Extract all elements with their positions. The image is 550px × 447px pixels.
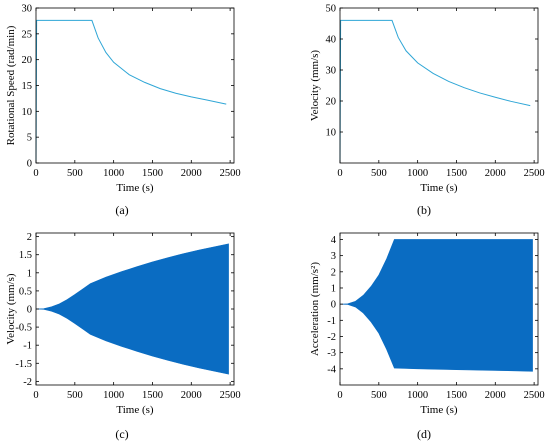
x-axis-label: Time (s) (116, 404, 154, 416)
x-tick-label: 0 (33, 390, 38, 401)
x-tick-label: 1000 (103, 390, 124, 401)
y-tick-label: -1 (23, 341, 32, 352)
x-axis-label: Time (s) (420, 182, 458, 194)
y-tick-label: 25 (22, 29, 33, 40)
x-tick-label: 2000 (181, 168, 202, 179)
series-line-a-0 (35, 19, 227, 164)
axes-box-a (35, 7, 235, 164)
panel-label: (a) (115, 203, 128, 217)
x-tick-label: 0 (33, 168, 38, 179)
panel-label: (b) (417, 203, 431, 217)
x-tick-label: 2000 (485, 168, 506, 179)
y-axis-label: Velocity (mm/s) (5, 273, 17, 345)
x-tick-label: 1500 (142, 390, 163, 401)
x-tick-label: 2500 (220, 168, 241, 179)
x-tick-label: 0 (337, 168, 342, 179)
signal-envelope-c (35, 243, 229, 375)
x-tick-label: 1500 (446, 390, 467, 401)
x-tick-label: 1500 (142, 168, 163, 179)
x-tick-label: 500 (371, 390, 387, 401)
y-tick-label: -4 (327, 364, 336, 375)
panel-c: 0 500 1000 1500 2000 2500 -2 -1.5 -1 -0.5 0 0.5 1 1.5… (5, 232, 241, 441)
y-axis-label: Velocity (mm/s) (309, 50, 321, 122)
x-tick-label: 500 (67, 390, 83, 401)
panel-label: (c) (115, 427, 128, 441)
x-tick-label: 1000 (103, 168, 124, 179)
axes-box-b (339, 7, 539, 164)
x-tick-label: 1000 (407, 168, 428, 179)
x-tick-label: 2000 (181, 390, 202, 401)
x-axis-label: Time (s) (116, 182, 154, 194)
axes-box-d (339, 232, 539, 386)
panel-b: 0 500 1000 1500 2000 2500 10 20 30 40 50 Time (s) Ve… (309, 4, 545, 218)
y-tick-label: -1.5 (15, 359, 32, 370)
y-tick-label: 1 (27, 268, 32, 279)
y-tick-label: -2 (23, 377, 32, 388)
series-line-b-0 (339, 19, 531, 164)
y-tick-label: -3 (327, 348, 336, 359)
y-tick-label: 2 (331, 267, 336, 278)
y-tick-label: -0.5 (15, 323, 32, 334)
y-tick-label: 30 (326, 66, 337, 77)
x-tick-label: 500 (67, 168, 83, 179)
y-tick-label: 30 (22, 4, 33, 15)
y-axis-label: Rotational Speed (rad/min) (5, 25, 17, 145)
x-tick-label: 2500 (220, 390, 241, 401)
y-tick-label: -1 (327, 316, 336, 327)
y-tick-label: 20 (326, 97, 337, 108)
x-tick-label: 2500 (524, 390, 545, 401)
y-tick-label: 0 (27, 159, 32, 170)
y-tick-label: 1.5 (19, 250, 32, 261)
x-axis-label: Time (s) (420, 404, 458, 416)
x-tick-label: 1000 (407, 390, 428, 401)
y-tick-label: 0.5 (19, 286, 32, 297)
y-tick-label: 5 (27, 133, 32, 144)
y-tick-label: 0 (331, 300, 336, 311)
y-tick-label: 50 (326, 4, 337, 15)
y-tick-label: 3 (331, 251, 336, 262)
y-tick-label: 10 (326, 128, 337, 139)
y-tick-label: 1 (331, 283, 336, 294)
x-tick-label: 0 (337, 390, 342, 401)
y-tick-label: 15 (22, 81, 33, 92)
x-tick-label: 500 (371, 168, 387, 179)
panel-d: 0 500 1000 1500 2000 2500 -4 -3 -2 -1 0 1 2 3 4 Time (s… (309, 232, 545, 441)
panel-a: 0 500 1000 1500 2000 2500 0 5 10 15 20 25 30 Time (s)… (5, 4, 241, 218)
y-tick-label: 20 (22, 55, 33, 66)
y-tick-label: 4 (331, 235, 337, 246)
panel-label: (d) (417, 427, 431, 441)
signal-envelope-d (339, 239, 533, 372)
y-tick-label: 10 (22, 107, 33, 118)
y-tick-label: 0 (27, 305, 32, 316)
y-tick-label: 2 (27, 232, 32, 243)
y-tick-label: -2 (327, 332, 336, 343)
y-tick-label: 40 (326, 35, 337, 46)
x-tick-label: 1500 (446, 168, 467, 179)
y-axis-label: Acceleration (mm/s²) (309, 262, 321, 356)
x-tick-label: 2000 (485, 390, 506, 401)
x-tick-label: 2500 (524, 168, 545, 179)
